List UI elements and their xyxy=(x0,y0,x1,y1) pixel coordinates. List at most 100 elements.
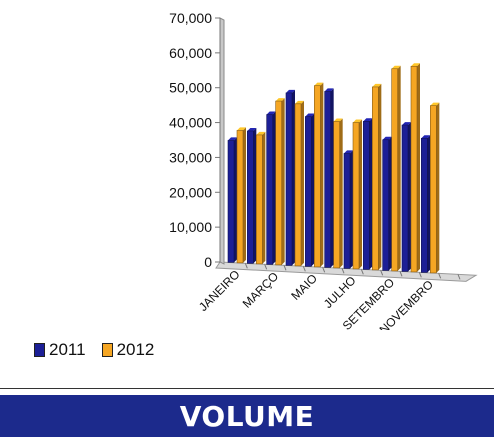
bar-chart: 0 10,000 20,000 30,000 40,000 50,000 60,000 70,… xyxy=(169,10,478,330)
bar-top-2012-fevereiro xyxy=(256,131,266,135)
bar-2011-maio xyxy=(305,116,312,267)
x-tick-mark xyxy=(457,274,461,280)
bar-top-2012-agosto xyxy=(372,83,382,87)
bar-top-2011-abril xyxy=(286,89,295,93)
y-tick-label: 40,000 xyxy=(169,115,212,131)
bar-2011-setembro xyxy=(382,139,389,271)
legend: 2011 2012 xyxy=(34,340,170,360)
y-tick-label: 30,000 xyxy=(169,149,212,165)
x-tick-mark xyxy=(399,271,403,277)
y-tick-label: 20,000 xyxy=(169,184,212,200)
bar-side-2011-outubro xyxy=(408,122,411,272)
bar-top-2012-maio xyxy=(314,82,324,86)
bar-2011-março xyxy=(266,114,273,265)
bar-side-2011-setembro xyxy=(388,136,392,271)
legend-item-2012: 2012 xyxy=(101,340,155,360)
bar-top-2011-março xyxy=(266,111,276,115)
bar-side-2012-novembro xyxy=(436,102,440,273)
bar-top-2012-novembro xyxy=(430,102,440,106)
bar-top-2011-fevereiro xyxy=(247,127,257,131)
legend-label-2012: 2012 xyxy=(116,340,155,359)
bar-side-2012-julho xyxy=(359,119,362,269)
bar-top-2012-setembro xyxy=(391,65,401,69)
bar-side-2012-abril xyxy=(301,100,304,266)
bar-top-2012-junho xyxy=(333,118,343,122)
bar-side-2011-fevereiro xyxy=(253,127,257,264)
chart-floor xyxy=(215,261,478,282)
y-tick-label: 0 xyxy=(204,254,212,270)
x-tick-mark xyxy=(264,264,268,270)
x-tick-mark xyxy=(244,263,248,269)
bar-2011-janeiro xyxy=(227,140,235,263)
bar-side-2011-agosto xyxy=(369,118,373,270)
bar-2011-fevereiro xyxy=(247,130,254,264)
bar-side-2012-agosto xyxy=(378,83,382,270)
y-tick-label: 60,000 xyxy=(169,45,212,61)
legend-swatch-2011 xyxy=(34,343,45,357)
y-tick-label: 70,000 xyxy=(169,10,212,26)
bar-2012-junho xyxy=(333,121,340,269)
x-tick-mark xyxy=(438,273,442,279)
bar-2012-outubro xyxy=(410,65,418,273)
bar-top-2011-janeiro xyxy=(228,137,237,141)
divider-line xyxy=(0,388,494,389)
bar-2011-agosto xyxy=(363,121,370,270)
y-axis-wall xyxy=(219,17,225,265)
bar-side-2011-janeiro xyxy=(234,137,237,263)
bar-2011-novembro xyxy=(421,137,428,273)
bar-top-2011-agosto xyxy=(363,118,373,122)
x-tick-label: JANEIRO xyxy=(196,267,243,314)
bar-2012-setembro xyxy=(391,68,398,272)
bar-2012-janeiro xyxy=(236,130,244,264)
title-banner: VOLUME xyxy=(0,395,494,437)
bar-2011-julho xyxy=(343,153,351,269)
bar-side-2012-maio xyxy=(320,82,324,267)
y-tick-label: 10,000 xyxy=(169,219,212,235)
bar-top-2011-novembro xyxy=(421,135,431,139)
bar-top-2011-outubro xyxy=(402,122,411,126)
y-tick-label: 50,000 xyxy=(169,80,212,96)
bar-top-2011-maio xyxy=(305,113,315,117)
bar-side-2011-abril xyxy=(292,89,295,266)
bar-2012-novembro xyxy=(430,105,437,274)
bar-side-2011-junho xyxy=(330,88,334,268)
bar-side-2012-setembro xyxy=(397,65,401,271)
x-tick-mark xyxy=(418,272,422,278)
x-tick-mark xyxy=(380,270,384,276)
legend-label-2011: 2011 xyxy=(49,340,86,359)
bar-side-2012-janeiro xyxy=(243,127,246,263)
bar-2011-junho xyxy=(324,91,331,268)
bar-2011-abril xyxy=(285,92,293,266)
bar-top-2012-janeiro xyxy=(237,127,246,131)
bar-side-2011-março xyxy=(272,111,276,265)
x-tick-label: JULHO xyxy=(321,273,359,311)
x-tick-mark xyxy=(360,269,364,275)
bar-top-2011-junho xyxy=(324,88,334,92)
bar-2012-julho xyxy=(352,122,360,270)
bar-2012-março xyxy=(275,100,282,266)
bar-side-2012-fevereiro xyxy=(262,131,266,264)
chart-area: 0 10,000 20,000 30,000 40,000 50,000 60,000 70,… xyxy=(169,10,478,330)
bar-top-2012-julho xyxy=(353,119,362,123)
x-tick-mark xyxy=(302,266,306,272)
bar-side-2011-maio xyxy=(311,113,315,267)
bar-2011-outubro xyxy=(401,124,409,272)
legend-item-2011: 2011 xyxy=(34,340,86,360)
bar-top-2012-março xyxy=(275,98,285,102)
x-tick-label: MAIO xyxy=(288,271,320,303)
bar-side-2011-novembro xyxy=(427,135,431,273)
bar-top-2012-abril xyxy=(295,100,304,104)
bar-top-2012-outubro xyxy=(411,63,420,67)
bar-side-2012-outubro xyxy=(417,63,420,272)
x-tick-mark xyxy=(283,265,287,271)
bar-side-2012-junho xyxy=(339,118,343,268)
x-tick-mark xyxy=(341,268,345,274)
bar-side-2011-julho xyxy=(350,150,353,269)
bar-2012-agosto xyxy=(372,86,379,271)
bar-side-2012-março xyxy=(281,98,285,265)
bar-top-2011-julho xyxy=(344,150,353,154)
legend-swatch-2012 xyxy=(101,343,113,357)
bar-2012-fevereiro xyxy=(256,134,263,265)
x-tick-mark xyxy=(322,267,326,273)
bar-2012-maio xyxy=(314,85,321,268)
